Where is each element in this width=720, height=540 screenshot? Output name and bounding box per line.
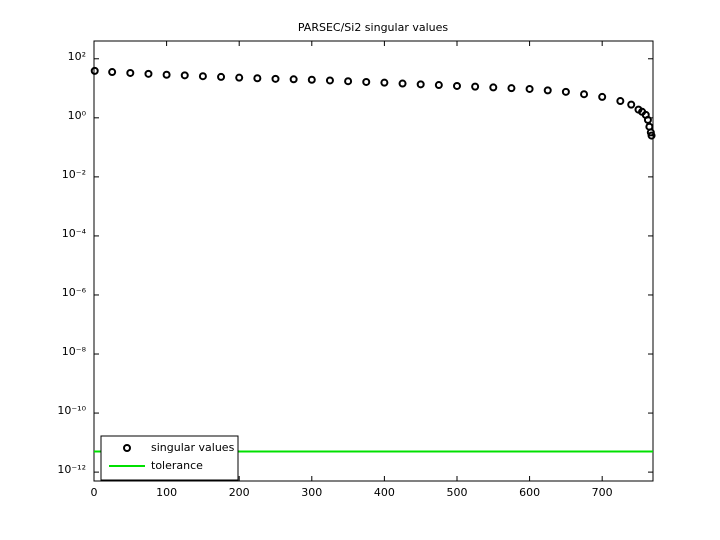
legend-label: singular values <box>151 441 235 454</box>
y-tick-label: 10² <box>68 50 86 63</box>
point <box>271 74 280 83</box>
point <box>434 81 443 90</box>
point <box>380 78 389 87</box>
point <box>561 87 570 96</box>
chart-title: PARSEC/Si2 singular values <box>298 21 449 34</box>
legend-label: tolerance <box>151 459 203 472</box>
point <box>162 70 171 79</box>
y-tick-label: 10⁻¹² <box>57 463 86 476</box>
point <box>580 90 589 99</box>
x-tick-label: 200 <box>229 486 250 499</box>
x-tick-label: 500 <box>446 486 467 499</box>
y-tick-label: 10⁻⁴ <box>62 227 87 240</box>
point <box>598 92 607 101</box>
point <box>217 72 226 81</box>
point <box>325 76 334 85</box>
point <box>235 73 244 82</box>
point <box>362 77 371 86</box>
point <box>126 68 135 77</box>
point <box>643 115 652 124</box>
point <box>90 66 99 75</box>
point <box>307 75 316 84</box>
y-tick-label: 10⁻² <box>62 168 86 181</box>
point <box>180 71 189 80</box>
point <box>289 75 298 84</box>
y-tick-label: 10⁻¹⁰ <box>57 404 86 417</box>
point <box>108 68 117 77</box>
point <box>253 74 262 83</box>
point <box>627 100 636 109</box>
point <box>543 86 552 95</box>
x-tick-label: 700 <box>592 486 613 499</box>
x-tick-label: 0 <box>91 486 98 499</box>
point <box>452 81 461 90</box>
point <box>344 77 353 86</box>
point <box>647 131 656 140</box>
point <box>398 79 407 88</box>
x-tick-label: 100 <box>156 486 177 499</box>
point <box>489 83 498 92</box>
point <box>616 97 625 106</box>
point <box>525 84 534 93</box>
y-tick-label: 10⁻⁸ <box>62 345 87 358</box>
y-tick-label: 10⁰ <box>68 109 87 122</box>
point <box>471 82 480 91</box>
point <box>507 84 516 93</box>
plot-frame <box>93 40 654 482</box>
x-tick-label: 600 <box>519 486 540 499</box>
legend-box <box>100 435 239 481</box>
y-tick-label: 10⁻⁶ <box>62 286 87 299</box>
point <box>144 69 153 78</box>
legend-marker <box>123 444 131 452</box>
point <box>416 80 425 89</box>
x-tick-label: 400 <box>374 486 395 499</box>
point <box>198 72 207 81</box>
x-tick-label: 300 <box>301 486 322 499</box>
